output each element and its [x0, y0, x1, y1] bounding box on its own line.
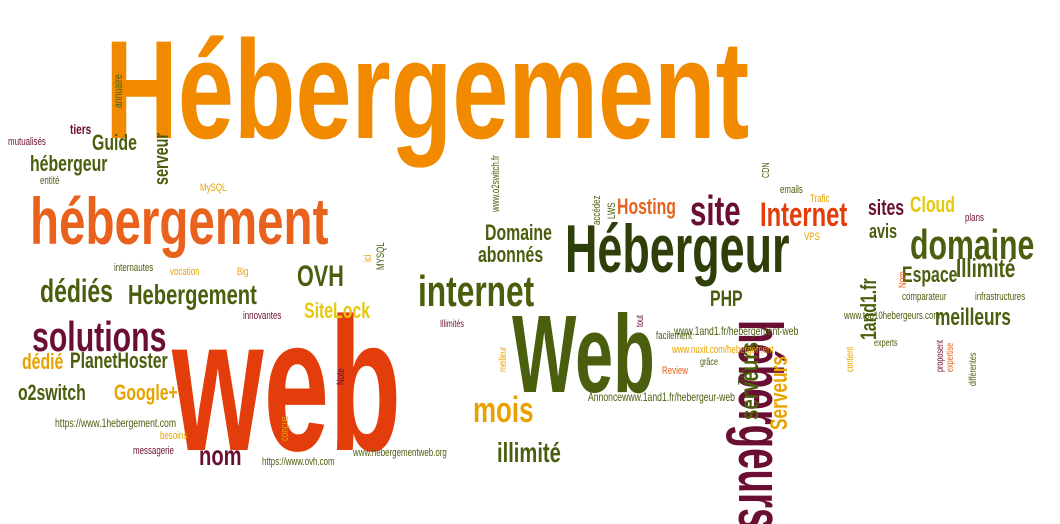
- cloud-word: comparateur: [902, 291, 947, 303]
- cloud-word: LWS: [606, 202, 618, 219]
- cloud-word: Serveurs: [766, 356, 793, 430]
- cloud-word: PlanetHoster: [70, 348, 168, 373]
- cloud-word: accédez: [591, 195, 603, 225]
- cloud-word: hébergement: [30, 184, 329, 258]
- cloud-word: PHP: [710, 286, 743, 311]
- cloud-word: avis: [869, 221, 898, 243]
- cloud-word: ici: [362, 254, 374, 262]
- cloud-word: expertise: [945, 342, 956, 372]
- cloud-word: Hebergement: [128, 279, 257, 310]
- cloud-word: Illimités: [440, 319, 465, 330]
- cloud-word: Domaine: [485, 220, 552, 245]
- cloud-word: tiers: [70, 121, 92, 137]
- cloud-word: conçus: [279, 415, 291, 441]
- cloud-word: Trafic: [810, 193, 830, 205]
- cloud-word: Nom: [897, 271, 909, 288]
- cloud-word: Review: [662, 365, 688, 377]
- cloud-word: domaine: [910, 221, 1035, 268]
- cloud-word: Hosting: [617, 194, 676, 219]
- cloud-word: site: [690, 187, 741, 234]
- cloud-word: plans: [965, 212, 984, 224]
- cloud-word: MySQL: [200, 182, 227, 194]
- cloud-word: Guide: [92, 130, 137, 155]
- cloud-word: Tous: [737, 369, 748, 385]
- cloud-word: différentes: [968, 352, 979, 386]
- cloud-word: www.top10hebergeurs.com: [844, 310, 940, 322]
- cloud-word: innovantes: [243, 310, 282, 322]
- cloud-word: https://www.1hebergement.com: [55, 416, 177, 430]
- cloud-word: infrastructures: [975, 291, 1026, 303]
- cloud-word: Cloud: [910, 192, 955, 217]
- cloud-word: entité: [40, 175, 60, 187]
- cloud-word: Hébergement: [105, 11, 750, 168]
- cloud-word: grâce: [700, 357, 719, 368]
- cloud-word: nom: [199, 440, 242, 471]
- cloud-word: Google+: [114, 380, 178, 405]
- cloud-word: www.nuxit.com/hebergement: [672, 344, 774, 356]
- cloud-word: Annoncewww.1and1.fr/hebergeur-web: [588, 390, 735, 404]
- cloud-word: dédiés: [40, 273, 113, 309]
- cloud-word: MYSQL: [375, 242, 387, 270]
- cloud-word: dédié: [22, 349, 64, 374]
- cloud-word: vocation: [170, 266, 200, 278]
- cloud-word: web: [172, 279, 402, 491]
- cloud-word: https://www.ovh.com: [262, 456, 335, 468]
- cloud-word: serveur: [151, 132, 173, 185]
- cloud-word: Illimité: [956, 253, 1016, 283]
- cloud-word: illimité: [497, 437, 561, 468]
- cloud-word: mois: [473, 389, 534, 430]
- cloud-word: experts: [874, 338, 898, 349]
- cloud-word: VPS: [804, 231, 820, 243]
- cloud-word: www.1and1.fr/hebergement-web: [674, 324, 799, 338]
- cloud-word: www.hebergementweb.org: [353, 447, 447, 459]
- cloud-word: internet: [418, 267, 535, 316]
- cloud-word: Espace: [902, 262, 958, 287]
- cloud-word: mutualisés: [8, 136, 46, 148]
- cloud-word: solutions: [32, 313, 167, 360]
- cloud-word: besoins: [160, 430, 188, 442]
- cloud-word: o2switch: [18, 380, 86, 405]
- cloud-word: hébergeur: [30, 151, 108, 176]
- cloud-word: CDN: [761, 162, 772, 178]
- cloud-word: meilleur: [498, 346, 509, 372]
- cloud-word: facilement: [656, 330, 693, 342]
- cloud-word: messagerie: [133, 445, 174, 457]
- cloud-word: tout: [635, 314, 646, 327]
- cloud-word: internautes: [114, 262, 154, 274]
- cloud-word: Hébergeur: [565, 211, 790, 287]
- cloud-word: emails: [780, 184, 803, 196]
- cloud-word: Big: [237, 266, 249, 278]
- cloud-word: abonnés: [478, 242, 544, 267]
- cloud-word: SiteLock: [304, 298, 371, 323]
- cloud-word: Note: [335, 368, 347, 385]
- cloud-word: Web: [512, 293, 655, 416]
- cloud-word: proposent: [935, 339, 946, 372]
- cloud-word: www.o2switch.fr: [490, 155, 502, 212]
- cloud-word: sites: [868, 195, 905, 220]
- cloud-word: OVH: [297, 260, 344, 293]
- cloud-word: Internet: [760, 196, 848, 234]
- cloud-word: meilleurs: [935, 304, 1011, 331]
- cloud-word: annuaire: [111, 74, 125, 108]
- cloud-word: contient: [845, 346, 856, 372]
